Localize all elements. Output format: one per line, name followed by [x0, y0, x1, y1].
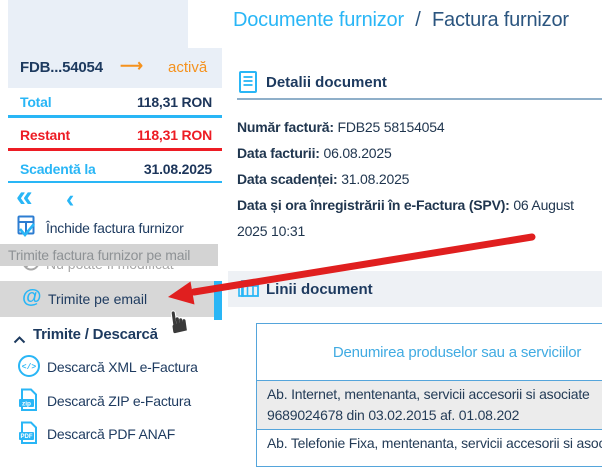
breadcrumb: Documente furnizor / Factura furnizor — [233, 9, 569, 32]
lines-section-header: Linii document — [238, 278, 598, 302]
zip-file-icon: zip — [17, 388, 39, 417]
field-due-date: Data scadenței: 31.08.2025 — [237, 166, 602, 192]
field-invoice-date: Data facturii: 06.08.2025 — [237, 140, 602, 166]
invoice-header-row: FDB...54054 ⟶ activă — [8, 48, 222, 88]
download-xml-label: Descarcă XML e-Factura — [47, 359, 198, 375]
section-title: Trimite / Descarcă — [33, 326, 158, 343]
table-grid-icon — [238, 279, 259, 303]
invoice-number: FDB...54054 — [20, 59, 103, 76]
table-row: Ab. Telefonie Fixa, mentenanta, servicii… — [257, 430, 602, 466]
close-invoice-icon — [17, 215, 39, 241]
details-section-header: Detalii document — [239, 71, 599, 95]
menu-item-label: Închide factura furnizor — [46, 220, 184, 236]
document-lines-icon — [239, 71, 257, 98]
send-email-label: Trimite pe email — [48, 291, 148, 307]
email-at-icon: @ — [22, 286, 42, 308]
breadcrumb-section-link[interactable]: Documente furnizor — [233, 9, 404, 31]
summary-row-total: Total 118,31 RON — [8, 88, 222, 118]
field-label: Data scadenței: — [237, 171, 338, 187]
back-chevron-icon[interactable]: ‹ — [66, 185, 75, 213]
field-invoice-number: Număr factură: FDB25 58154054 — [237, 114, 602, 140]
zip-badge-text: zip — [22, 400, 31, 407]
xml-glyph: </> — [22, 363, 37, 372]
menu-item-download-zip[interactable]: zip Descarcă ZIP e-Factura — [17, 387, 222, 413]
menu-scrollbar-thumb[interactable] — [214, 281, 222, 320]
status-arrow-icon: ⟶ — [120, 58, 143, 75]
details-fields: Număr factură: FDB25 58154054 Data factu… — [237, 114, 602, 244]
download-zip-label: Descarcă ZIP e-Factura — [47, 393, 191, 409]
details-divider — [237, 98, 602, 100]
download-pdf-label: Descarcă PDF ANAF — [47, 426, 176, 442]
summary-row-scadenta: Scadentă la 31.08.2025 — [8, 154, 222, 184]
scadenta-label: Scadentă la — [20, 161, 96, 177]
document-lines-table: Denumirea produselor sau a serviciilor A… — [256, 323, 602, 467]
sidebar-top-panel — [8, 0, 188, 48]
field-efactura-timestamp: Data și ora înregistrării în e-Factura (… — [237, 192, 602, 244]
restant-label: Restant — [20, 126, 70, 143]
hand-cursor-icon: ☛ — [161, 305, 198, 338]
field-label: Data și ora înregistrării în e-Factura (… — [237, 197, 510, 213]
breadcrumb-separator: / — [415, 9, 421, 31]
field-value: FDB25 58154054 — [337, 119, 445, 135]
restant-value: 118,31 RON — [136, 126, 212, 143]
pdf-badge-text: PDF — [21, 434, 33, 440]
xml-file-icon: </> — [17, 354, 41, 383]
breadcrumb-current: Factura furnizor — [432, 9, 569, 31]
chevron-up-icon — [13, 331, 26, 349]
lines-title: Linii document — [266, 281, 373, 298]
field-label: Data facturii: — [237, 145, 320, 161]
scadenta-value: 31.08.2025 — [143, 161, 212, 177]
section-trimite-descarca[interactable]: Trimite / Descarcă — [13, 324, 218, 346]
table-column-header: Denumirea produselor sau a serviciilor — [257, 324, 602, 381]
status-badge: activă — [168, 59, 208, 76]
menu-item-download-pdf[interactable]: PDF Descarcă PDF ANAF — [17, 420, 222, 446]
summary-row-restant: Restant 118,31 RON — [8, 121, 222, 151]
menu-item-download-xml[interactable]: </> Descarcă XML e-Factura — [17, 353, 222, 379]
field-label: Număr factură: — [237, 119, 334, 135]
tooltip: Trimite factura furnizor pe mail — [0, 244, 218, 266]
field-value: 31.08.2025 — [341, 171, 410, 187]
menu-divider — [8, 181, 222, 183]
table-row: Ab. Internet, mentenanta, servicii acces… — [257, 381, 602, 430]
menu-item-close-invoice[interactable]: Închide factura furnizor — [17, 214, 222, 240]
field-value: 06.08.2025 — [323, 145, 392, 161]
collapse-all-chevron-icon[interactable]: « — [16, 180, 33, 213]
total-value: 118,31 RON — [136, 93, 212, 110]
pdf-file-icon: PDF — [17, 421, 39, 450]
total-label: Total — [20, 93, 52, 110]
details-title: Detalii document — [266, 74, 387, 91]
